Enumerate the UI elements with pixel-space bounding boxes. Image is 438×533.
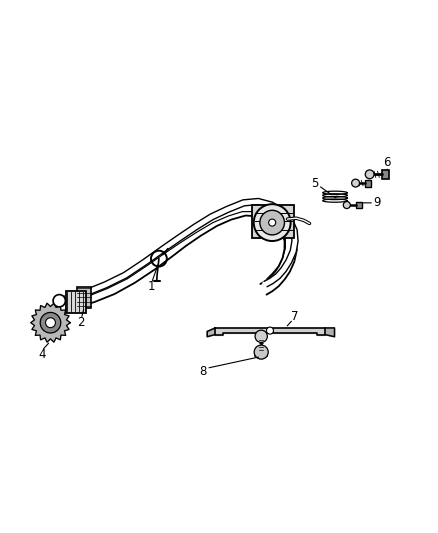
Text: 4: 4 bbox=[38, 348, 46, 361]
Bar bbox=[255, 351, 266, 357]
Bar bbox=[252, 205, 293, 238]
Circle shape bbox=[259, 211, 284, 235]
Bar bbox=[355, 202, 361, 208]
Text: 5: 5 bbox=[311, 176, 318, 190]
Text: 2: 2 bbox=[77, 316, 85, 329]
Circle shape bbox=[343, 201, 350, 208]
Bar bbox=[77, 287, 91, 308]
Bar bbox=[381, 170, 388, 179]
Circle shape bbox=[40, 312, 60, 333]
Polygon shape bbox=[324, 328, 334, 337]
Polygon shape bbox=[31, 303, 70, 342]
Circle shape bbox=[268, 219, 275, 226]
Bar bbox=[364, 180, 371, 187]
Bar bbox=[66, 290, 85, 312]
Circle shape bbox=[266, 327, 273, 334]
Circle shape bbox=[364, 170, 373, 179]
Polygon shape bbox=[207, 328, 215, 337]
Polygon shape bbox=[215, 328, 324, 335]
Text: 1: 1 bbox=[147, 280, 155, 293]
Circle shape bbox=[351, 179, 359, 187]
Text: 9: 9 bbox=[372, 196, 380, 209]
Circle shape bbox=[254, 345, 268, 359]
Circle shape bbox=[46, 318, 55, 328]
Text: 8: 8 bbox=[199, 365, 206, 378]
Text: 7: 7 bbox=[290, 311, 298, 324]
Circle shape bbox=[254, 330, 267, 342]
Circle shape bbox=[253, 204, 290, 241]
Circle shape bbox=[53, 295, 65, 307]
Text: 6: 6 bbox=[382, 156, 390, 169]
